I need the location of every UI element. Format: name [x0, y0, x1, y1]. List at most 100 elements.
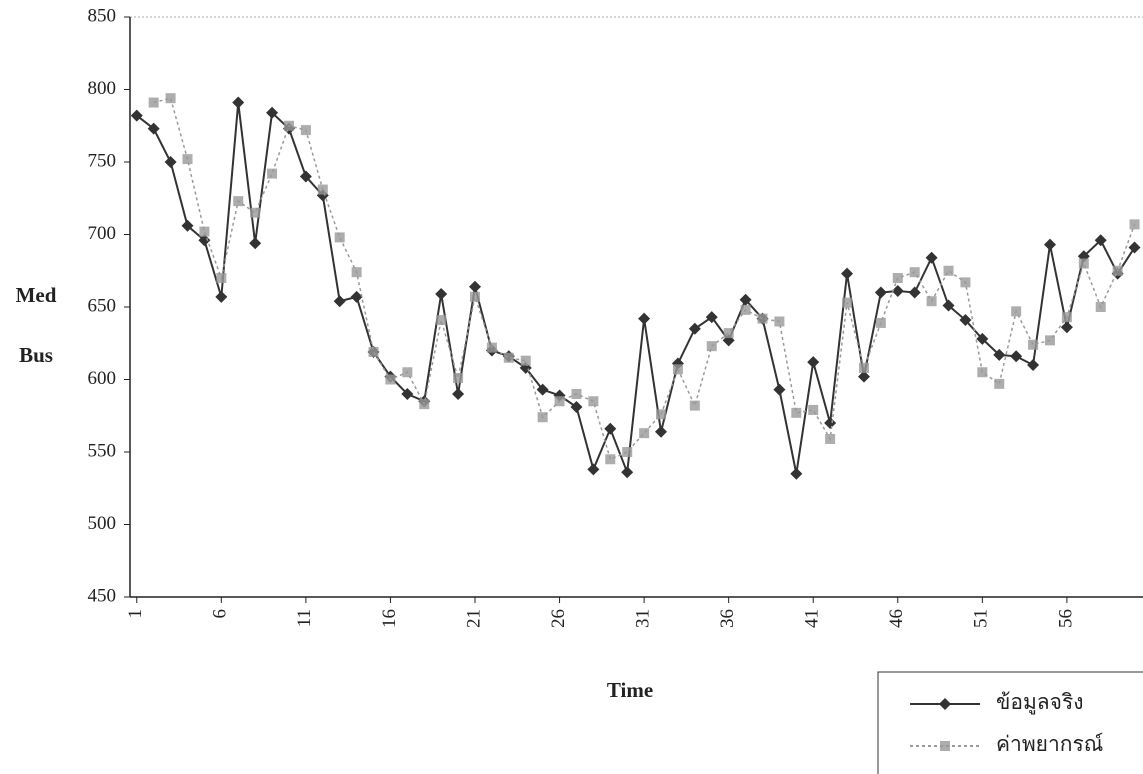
- data-point: [960, 277, 971, 288]
- data-point: [300, 125, 311, 136]
- data-point: [148, 97, 159, 108]
- data-point: [216, 273, 227, 283]
- data-point: [232, 96, 245, 109]
- x-tick-label: 11: [294, 609, 315, 627]
- data-point: [299, 170, 312, 183]
- data-point: [1044, 335, 1055, 346]
- data-point: [199, 226, 210, 237]
- data-point: [182, 154, 193, 165]
- data-point: [164, 156, 177, 168]
- legend-marker: [940, 741, 950, 751]
- data-point: [688, 322, 701, 335]
- data-point: [147, 122, 160, 135]
- data-point: [621, 466, 634, 479]
- data-point: [943, 265, 954, 276]
- x-tick-label: 36: [717, 609, 738, 628]
- data-point: [587, 463, 600, 476]
- data-point: [250, 207, 261, 218]
- data-point: [554, 396, 565, 407]
- data-point: [892, 273, 903, 283]
- data-point: [791, 407, 802, 418]
- data-point: [1011, 306, 1022, 317]
- data-point: [317, 184, 328, 195]
- data-point: [1043, 238, 1056, 251]
- data-point: [807, 356, 820, 369]
- data-point: [1129, 219, 1140, 230]
- data-point: [436, 315, 447, 326]
- data-point: [520, 355, 531, 366]
- data-point: [486, 342, 497, 353]
- data-point: [994, 378, 1005, 389]
- legend-label: ค่าพยากรณ์: [996, 732, 1103, 756]
- data-point: [468, 280, 481, 293]
- data-point: [959, 314, 972, 327]
- data-point: [215, 290, 228, 303]
- data-point: [503, 352, 514, 363]
- legend-label: ข้อมูลจริง: [996, 690, 1084, 715]
- x-tick-label: 56: [1055, 609, 1076, 628]
- data-point: [1061, 312, 1072, 323]
- data-point: [976, 332, 989, 345]
- data-point: [857, 370, 870, 383]
- data-point: [689, 400, 700, 411]
- data-point: [266, 106, 279, 119]
- data-point: [841, 267, 854, 280]
- legend-box: [877, 671, 1143, 774]
- data-point: [249, 237, 262, 250]
- data-point: [622, 447, 633, 457]
- data-point: [419, 399, 430, 410]
- data-point: [402, 367, 413, 378]
- data-point: [452, 388, 465, 400]
- x-axis-label: Time: [607, 678, 653, 702]
- data-point: [368, 346, 379, 357]
- y-tick-label: 700: [88, 223, 117, 244]
- data-point: [350, 290, 363, 303]
- data-point: [333, 295, 346, 308]
- data-point: [638, 312, 651, 325]
- data-point: [1027, 359, 1040, 371]
- data-point: [908, 286, 921, 299]
- data-point: [469, 291, 480, 302]
- data-point: [705, 311, 718, 324]
- series-line: [153, 97, 1136, 461]
- data-point: [824, 417, 837, 429]
- data-point: [130, 109, 143, 122]
- data-point: [1028, 339, 1039, 350]
- x-tick-label: 46: [886, 609, 907, 628]
- x-tick-label: 6: [210, 609, 231, 619]
- data-point: [993, 348, 1006, 361]
- data-point: [605, 454, 616, 465]
- x-tick-label: 41: [802, 609, 823, 628]
- data-point: [656, 409, 667, 420]
- data-point: [875, 317, 886, 328]
- y-tick-label: 500: [88, 513, 117, 534]
- data-point: [165, 93, 176, 104]
- data-point: [925, 251, 938, 264]
- data-point: [181, 219, 194, 232]
- data-point: [1128, 241, 1141, 254]
- x-tick-label: 26: [548, 609, 569, 628]
- data-point: [334, 232, 345, 243]
- data-point: [233, 196, 244, 207]
- data-point: [891, 285, 904, 298]
- x-tick-label: 16: [379, 609, 400, 628]
- data-point: [706, 341, 717, 352]
- data-point: [740, 304, 751, 315]
- data-point: [385, 374, 396, 385]
- data-point: [571, 389, 582, 399]
- data-point: [874, 286, 887, 299]
- data-point: [588, 396, 599, 407]
- data-point: [283, 120, 294, 131]
- data-point: [1112, 265, 1123, 276]
- data-point: [401, 388, 414, 400]
- data-point: [1010, 350, 1023, 363]
- data-point: [1078, 258, 1089, 269]
- x-tick-label: 31: [632, 609, 653, 628]
- y-tick-label: 550: [88, 440, 117, 461]
- data-point: [842, 297, 853, 308]
- data-point: [808, 404, 819, 415]
- data-point: [1095, 302, 1106, 312]
- data-point: [909, 267, 920, 278]
- data-point: [639, 428, 650, 439]
